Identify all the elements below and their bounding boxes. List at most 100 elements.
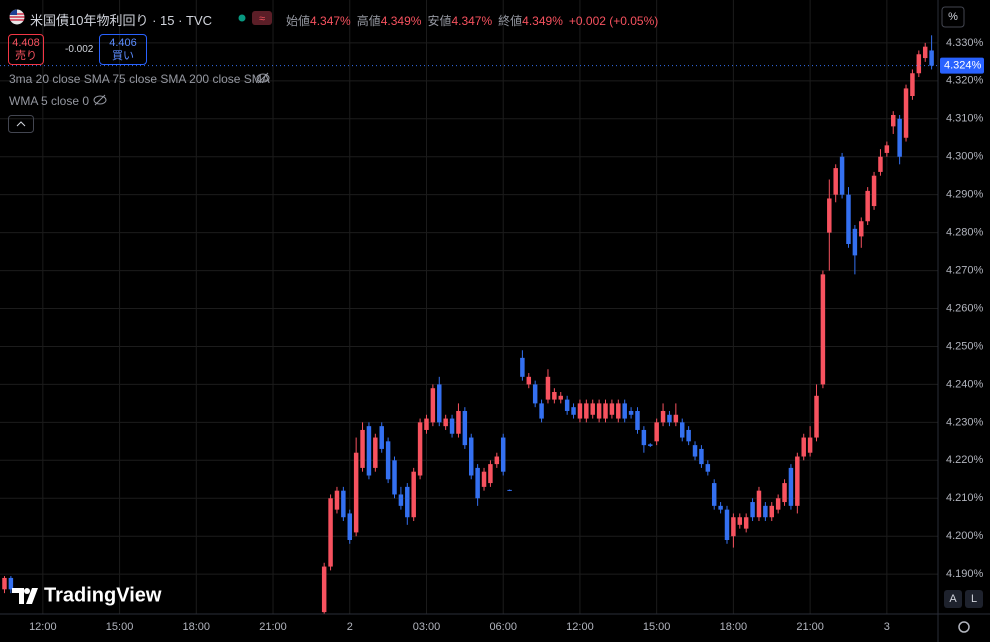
hidden-icon[interactable] bbox=[92, 93, 108, 107]
ohlc-value: 4.349% bbox=[522, 14, 563, 28]
ohlc-label: 安値 bbox=[427, 14, 452, 28]
candle-body bbox=[699, 448, 704, 465]
candle-body bbox=[507, 489, 512, 491]
y-tick-label: 4.240% bbox=[946, 378, 984, 390]
ohlc-label: 高値 bbox=[356, 14, 381, 28]
candle-body bbox=[417, 422, 423, 476]
candle-body bbox=[884, 145, 890, 153]
candle-body bbox=[379, 426, 384, 449]
candle-body bbox=[462, 410, 468, 446]
candle-body bbox=[641, 429, 647, 446]
candle-body bbox=[558, 395, 563, 400]
sell-button[interactable]: 4.408 売り bbox=[8, 34, 44, 65]
candle-body bbox=[731, 517, 736, 537]
candle-body bbox=[2, 577, 7, 590]
candle-body bbox=[756, 490, 762, 518]
candle-body bbox=[891, 114, 896, 127]
candle-body bbox=[616, 403, 621, 419]
candle-body bbox=[788, 467, 794, 506]
candle-body bbox=[353, 452, 359, 533]
svg-text:≈: ≈ bbox=[259, 13, 265, 25]
scale-mode-button[interactable] bbox=[941, 6, 965, 28]
buy-price[interactable]: 4.406 bbox=[109, 37, 137, 49]
candle-body bbox=[488, 464, 493, 484]
candle-body bbox=[846, 194, 851, 245]
candle-body bbox=[827, 198, 832, 233]
symbol-title[interactable]: 米国債10年物利回り · 15 · TVC bbox=[30, 13, 213, 28]
candle-body bbox=[603, 403, 608, 419]
candle-body bbox=[916, 54, 922, 74]
candle-body bbox=[552, 392, 557, 400]
candle-body bbox=[648, 444, 653, 446]
hidden-icon[interactable] bbox=[255, 71, 271, 85]
x-tick-label: 21:00 bbox=[796, 621, 824, 633]
candle-body bbox=[392, 460, 397, 495]
candle-body bbox=[545, 376, 551, 400]
indicator-legend[interactable]: WMA 5 close 0 bbox=[9, 94, 90, 108]
candle-body bbox=[571, 407, 576, 415]
candle-body bbox=[859, 221, 864, 237]
candle-body bbox=[520, 357, 525, 377]
candle-body bbox=[801, 437, 806, 457]
sell-price[interactable]: 4.408 bbox=[12, 37, 40, 49]
watermark-logo-dot bbox=[24, 588, 30, 594]
auto-button[interactable] bbox=[944, 590, 962, 608]
candle-body bbox=[469, 437, 474, 476]
candle-body bbox=[833, 168, 838, 195]
candle-body bbox=[782, 483, 787, 503]
candle-body bbox=[590, 403, 595, 415]
candle-body bbox=[609, 403, 615, 415]
y-tick-label: 4.220% bbox=[946, 454, 984, 466]
x-tick-label: 12:00 bbox=[566, 621, 594, 633]
candle-body bbox=[449, 418, 455, 434]
candle-body bbox=[922, 46, 928, 59]
indicator-legend[interactable]: 3ma 20 close SMA 75 close SMA 200 close … bbox=[9, 72, 270, 86]
candle-body bbox=[929, 50, 934, 66]
candle-body bbox=[871, 175, 877, 207]
x-tick-label: 3 bbox=[884, 621, 890, 633]
settings-button[interactable] bbox=[958, 621, 970, 633]
y-tick-label: 4.270% bbox=[946, 264, 984, 276]
candle-body bbox=[341, 490, 346, 518]
candle-body bbox=[385, 441, 391, 480]
candle-body bbox=[366, 426, 372, 476]
candle-body bbox=[763, 505, 768, 518]
candle-body bbox=[903, 88, 909, 138]
candle-body bbox=[8, 577, 14, 590]
candle-body bbox=[795, 456, 800, 506]
candle-body bbox=[577, 403, 583, 419]
spread: -0.002 bbox=[65, 44, 94, 55]
log-label[interactable]: L bbox=[971, 593, 977, 605]
ohlc-value: 4.347% bbox=[310, 14, 351, 28]
buy-label[interactable]: 買い bbox=[112, 50, 134, 62]
candle-body bbox=[743, 517, 749, 529]
log-button[interactable] bbox=[965, 590, 983, 608]
y-tick-label: 4.190% bbox=[946, 568, 984, 580]
y-tick-label: 4.230% bbox=[946, 416, 984, 428]
last-price-label: 4.324% bbox=[944, 60, 982, 72]
scale-mode-label[interactable]: % bbox=[948, 11, 958, 23]
candle-body bbox=[526, 376, 532, 385]
collapse-button[interactable] bbox=[8, 115, 34, 133]
candle-body bbox=[405, 486, 410, 518]
y-tick-label: 4.250% bbox=[946, 340, 984, 352]
candle-body bbox=[686, 429, 691, 442]
auto-label[interactable]: A bbox=[949, 593, 957, 605]
candle-body bbox=[564, 399, 570, 411]
status-icons: ≈ bbox=[238, 11, 272, 25]
sell-label[interactable]: 売り bbox=[15, 50, 37, 62]
buy-button[interactable]: 4.406 買い bbox=[99, 34, 147, 65]
candle-body bbox=[705, 464, 711, 472]
x-tick-label: 06:00 bbox=[489, 621, 517, 633]
candle-body bbox=[360, 429, 365, 468]
x-tick-label: 15:00 bbox=[106, 621, 134, 633]
candle-body bbox=[494, 456, 500, 465]
ohlc-legend: 始値4.347% 高値4.349% 安値4.347% 終値4.349% +0.002 (… bbox=[286, 12, 664, 29]
candle-body bbox=[635, 410, 640, 430]
ohlc-value: 4.347% bbox=[451, 14, 493, 28]
candle-body bbox=[398, 494, 404, 506]
ohlc-label: 終値 bbox=[498, 14, 523, 28]
y-tick-label: 4.300% bbox=[946, 151, 984, 163]
watermark: TradingView bbox=[12, 584, 162, 606]
